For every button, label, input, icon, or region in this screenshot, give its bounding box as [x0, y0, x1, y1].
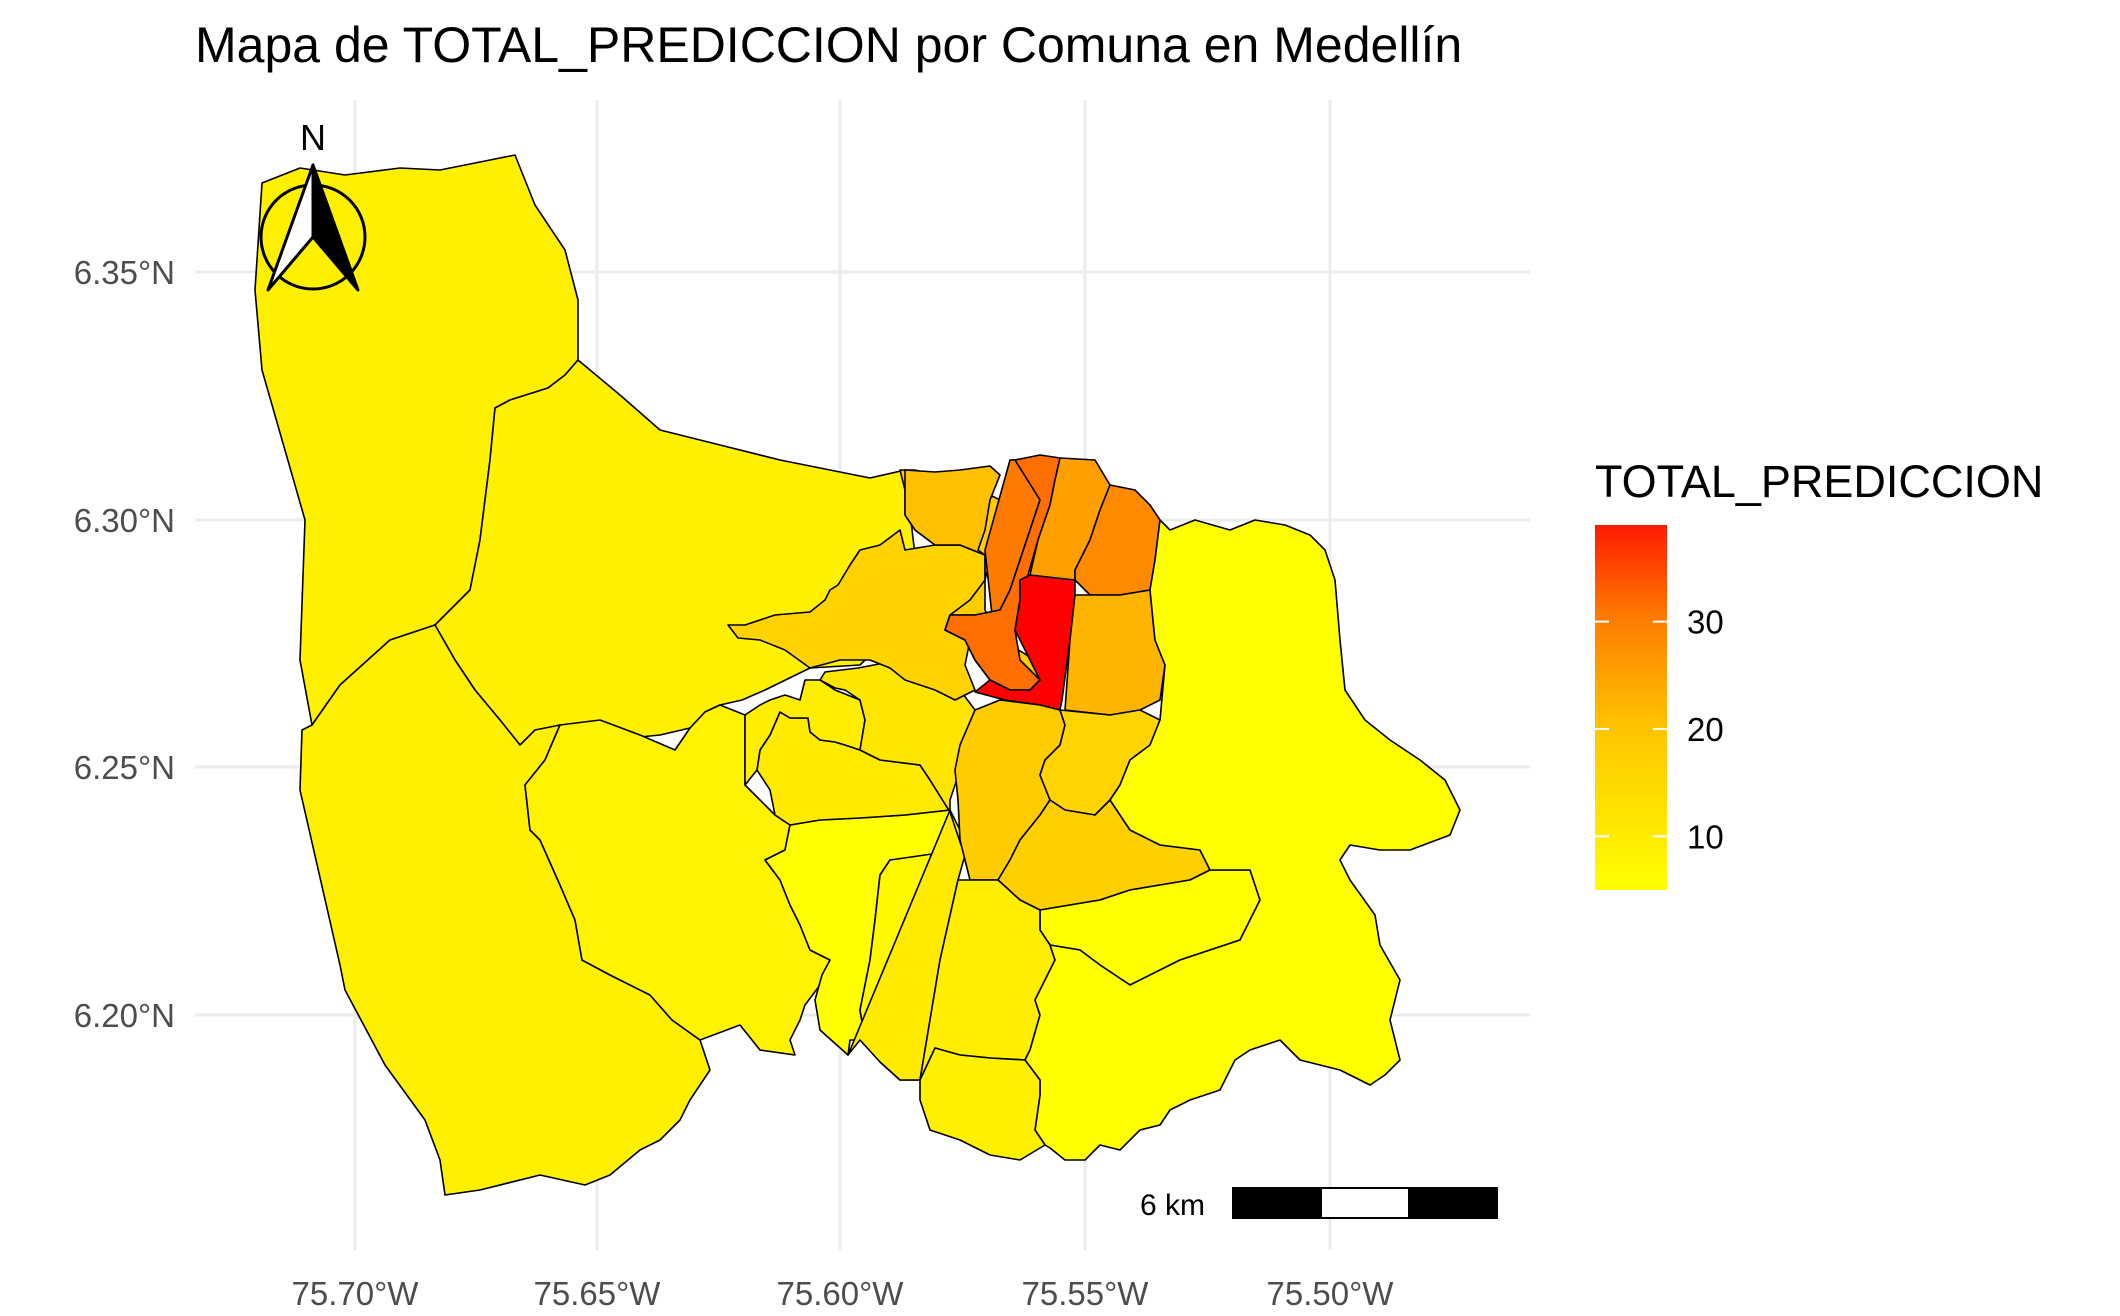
- scale-bar-segment: [1232, 1187, 1322, 1219]
- scale-bar: 6 km: [1140, 1187, 1498, 1222]
- comuna-polygon: [919, 1047, 1046, 1161]
- x-tick-label: 75.65°W: [534, 1275, 662, 1311]
- compass-needle-black-icon: [311, 163, 360, 292]
- x-tick-label: 75.60°W: [777, 1275, 905, 1311]
- north-arrow: N: [259, 117, 367, 292]
- scale-bar-segment: [1408, 1187, 1498, 1219]
- y-tick-label: 6.35°N: [74, 254, 175, 291]
- map-title: Mapa de TOTAL_PREDICCION por Comuna en M…: [195, 17, 1462, 73]
- scale-bar-segment: [1320, 1187, 1410, 1219]
- x-axis: 75.70°W 75.65°W 75.60°W 75.55°W 75.50°W: [292, 1275, 1395, 1312]
- comuna-polygon: [904, 465, 1001, 556]
- legend-ticks: 30 20 10: [1595, 604, 1724, 855]
- y-tick-label: 6.25°N: [74, 749, 175, 786]
- x-tick-label: 75.70°W: [292, 1275, 420, 1311]
- y-axis: 6.35°N 6.30°N 6.25°N 6.20°N: [74, 254, 175, 1034]
- y-tick-label: 6.30°N: [74, 502, 175, 539]
- legend-colorbar: [1595, 525, 1667, 890]
- legend-tick-label: 30: [1687, 604, 1724, 641]
- legend-tick-label: 20: [1687, 711, 1724, 748]
- legend-tick-label: 10: [1687, 818, 1724, 855]
- scale-bar-label: 6 km: [1140, 1189, 1205, 1222]
- north-arrow-label: N: [300, 117, 326, 158]
- legend: TOTAL_PREDICCION 30 20 10: [1595, 456, 2043, 890]
- comuna-polygon: [1024, 519, 1461, 1161]
- legend-title: TOTAL_PREDICCION: [1595, 456, 2043, 507]
- comuna-polygon: [1064, 589, 1166, 716]
- x-tick-label: 75.50°W: [1267, 1275, 1395, 1311]
- y-tick-label: 6.20°N: [74, 997, 175, 1034]
- comunas-layer: [254, 154, 1461, 1196]
- x-tick-label: 75.55°W: [1022, 1275, 1150, 1311]
